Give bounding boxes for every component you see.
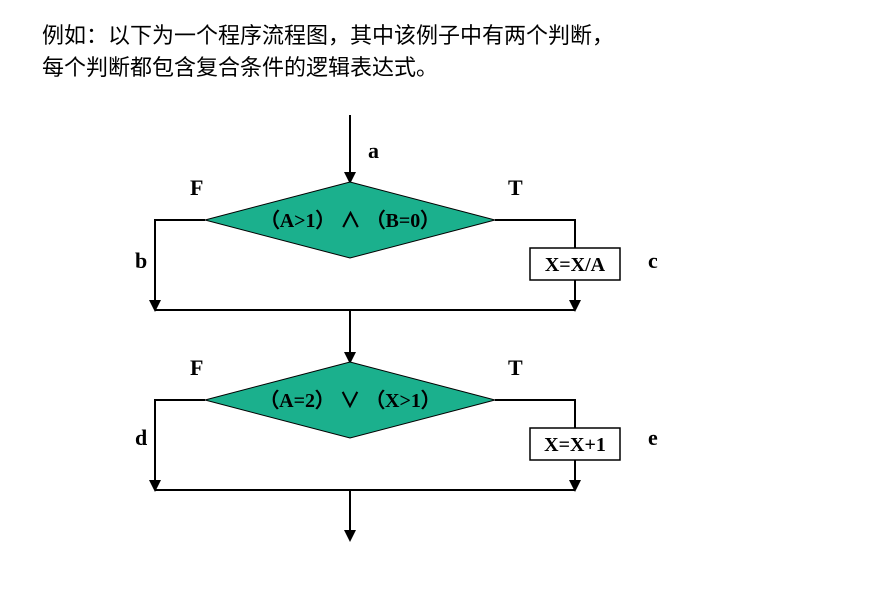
process-label: X=X+1 [544, 434, 606, 456]
edge-label: T [508, 355, 523, 380]
decision-label: （A=2） ∨ （X>1） [259, 389, 441, 412]
edge-label: a [368, 138, 379, 163]
edge-label: c [648, 248, 658, 273]
edge-label: b [135, 248, 147, 273]
process-label: X=X/A [545, 254, 606, 276]
edge-label: d [135, 425, 147, 450]
edge-label: e [648, 425, 658, 450]
decision-label: （A>1） ∧ （B=0） [260, 209, 441, 232]
flowchart-svg: （A>1） ∧ （B=0） X=X/A （A=2） ∨ （X>1） X=X+1 a F T… [0, 0, 878, 597]
flow-edge [155, 220, 205, 310]
flow-edge [495, 220, 575, 248]
edge-label: F [190, 175, 203, 200]
flow-edge [155, 400, 205, 490]
edge-label: F [190, 355, 203, 380]
edge-label: T [508, 175, 523, 200]
flow-edge [495, 400, 575, 428]
